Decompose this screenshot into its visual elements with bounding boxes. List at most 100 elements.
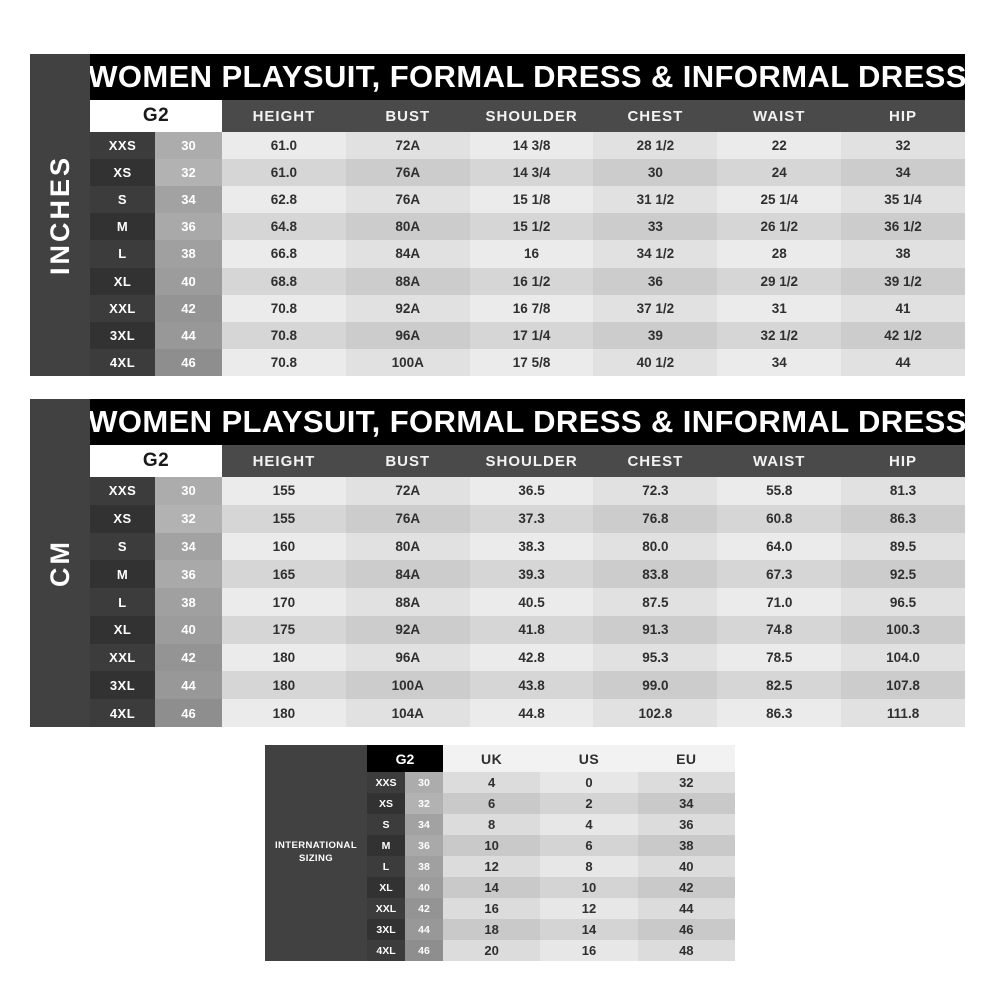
value-cell: 15 1/8 [469,186,594,214]
value-cell: 12 [540,898,638,919]
value-cell: 32 [637,772,735,793]
g2-number-cell: 36 [405,835,443,856]
g2-number-cell: 40 [155,615,222,644]
value-cell: 20 [443,940,541,961]
value-cell: 74.8 [717,615,842,644]
size-label-cell: XXL [367,898,405,919]
value-cell: 44.8 [469,699,594,728]
size-label-cell: XL [367,877,405,898]
value-cell: 34 1/2 [593,240,718,268]
inches-row-4xl: 4XL 46 70.8 100A 17 5/8 40 1/2 34 44 [90,348,965,376]
g2-number-cell: 44 [155,671,222,700]
value-cell: 70.8 [222,321,346,349]
international-table-body: G2 UK US EU XXS 30 4 0 32 XS 32 6 2 34 S 34 8 4 36 M 36 10 6… [367,745,735,961]
value-cell: 64.8 [222,213,346,241]
value-cell: 17 1/4 [469,321,594,349]
size-label-cell: S [90,186,155,214]
size-label-cell: XS [90,159,155,187]
value-cell: 15 1/2 [469,213,594,241]
value-cell: 17 5/8 [469,348,594,376]
value-cell: 16 7/8 [469,294,594,322]
value-cell: 61.0 [222,132,346,160]
g2-number-cell: 38 [155,588,222,616]
value-cell: 96A [345,643,470,672]
cm-table-body: WOMEN PLAYSUIT, FORMAL DRESS & INFORMAL … [90,399,965,728]
value-cell: 44 [841,348,965,376]
cm-row-s: S 34 160 80A 38.3 80.0 64.0 89.5 [90,532,965,561]
size-label-cell: 4XL [367,940,405,961]
value-cell: 60.8 [717,504,842,533]
value-cell: 160 [222,532,346,561]
value-cell: 24 [717,159,842,187]
value-cell: 96.5 [841,588,965,616]
value-cell: 111.8 [841,699,965,728]
value-cell: 37 1/2 [593,294,718,322]
value-cell: 82.5 [717,671,842,700]
size-label-cell: M [90,560,155,589]
size-label-cell: 4XL [90,348,155,376]
value-cell: 39 1/2 [841,267,965,295]
value-cell: 80.0 [593,532,718,561]
value-cell: 14 [540,919,638,940]
international-row-xs: XS 32 6 2 34 [367,793,735,814]
cm-g2-header: G2 [90,445,222,477]
value-cell: 42 [637,877,735,898]
size-label-cell: XXS [90,477,155,505]
value-cell: 76A [345,186,470,214]
inches-header-row: G2 HEIGHT BUST SHOULDER CHEST WAIST HIP [90,100,965,132]
value-cell: 8 [443,814,541,835]
column-header-chest: CHEST [593,445,718,477]
value-cell: 170 [222,588,346,616]
value-cell: 102.8 [593,699,718,728]
cm-row-xxs: XXS 30 155 72A 36.5 72.3 55.8 81.3 [90,477,965,505]
value-cell: 37.3 [469,504,594,533]
international-column-header-us: US [540,745,638,772]
value-cell: 36.5 [469,477,594,505]
column-header-waist: WAIST [717,445,842,477]
cm-row-4xl: 4XL 46 180 104A 44.8 102.8 86.3 111.8 [90,699,965,728]
value-cell: 40 1/2 [593,348,718,376]
column-header-hip: HIP [841,100,965,132]
value-cell: 180 [222,671,346,700]
international-sizing-label: INTERNATIONAL SIZING [265,745,367,961]
g2-number-cell: 32 [405,793,443,814]
inches-g2-header: G2 [90,100,222,132]
value-cell: 55.8 [717,477,842,505]
value-cell: 64.0 [717,532,842,561]
column-header-bust: BUST [345,100,470,132]
inches-row-s: S 34 62.8 76A 15 1/8 31 1/2 25 1/4 35 1/4 [90,186,965,214]
column-header-hip: HIP [841,445,965,477]
value-cell: 38.3 [469,532,594,561]
g2-number-cell: 36 [155,213,222,241]
g2-number-cell: 44 [405,919,443,940]
value-cell: 16 [540,940,638,961]
value-cell: 41 [841,294,965,322]
value-cell: 2 [540,793,638,814]
g2-number-cell: 34 [155,532,222,561]
size-label-cell: 4XL [90,699,155,728]
value-cell: 66.8 [222,240,346,268]
g2-number-cell: 38 [405,856,443,877]
g2-number-cell: 30 [155,132,222,160]
international-sizing-label-line1: INTERNATIONAL [274,840,358,852]
unit-label-inches: INCHES [44,154,75,275]
size-label-cell: L [367,856,405,877]
value-cell: 28 1/2 [593,132,718,160]
value-cell: 92A [345,615,470,644]
column-header-chest: CHEST [593,100,718,132]
international-row-xxs: XXS 30 4 0 32 [367,772,735,793]
inches-row-xxs: XXS 30 61.0 72A 14 3/8 28 1/2 22 32 [90,132,965,160]
value-cell: 72.3 [593,477,718,505]
value-cell: 25 1/4 [717,186,842,214]
g2-number-cell: 46 [405,940,443,961]
value-cell: 84A [345,240,470,268]
inches-table-title: WOMEN PLAYSUIT, FORMAL DRESS & INFORMAL … [90,54,965,100]
size-label-cell: S [90,532,155,561]
value-cell: 43.8 [469,671,594,700]
size-label-cell: XL [90,615,155,644]
cm-size-table: CM WOMEN PLAYSUIT, FORMAL DRESS & INFORM… [30,399,965,728]
size-label-cell: XXL [90,294,155,322]
value-cell: 6 [540,835,638,856]
value-cell: 33 [593,213,718,241]
